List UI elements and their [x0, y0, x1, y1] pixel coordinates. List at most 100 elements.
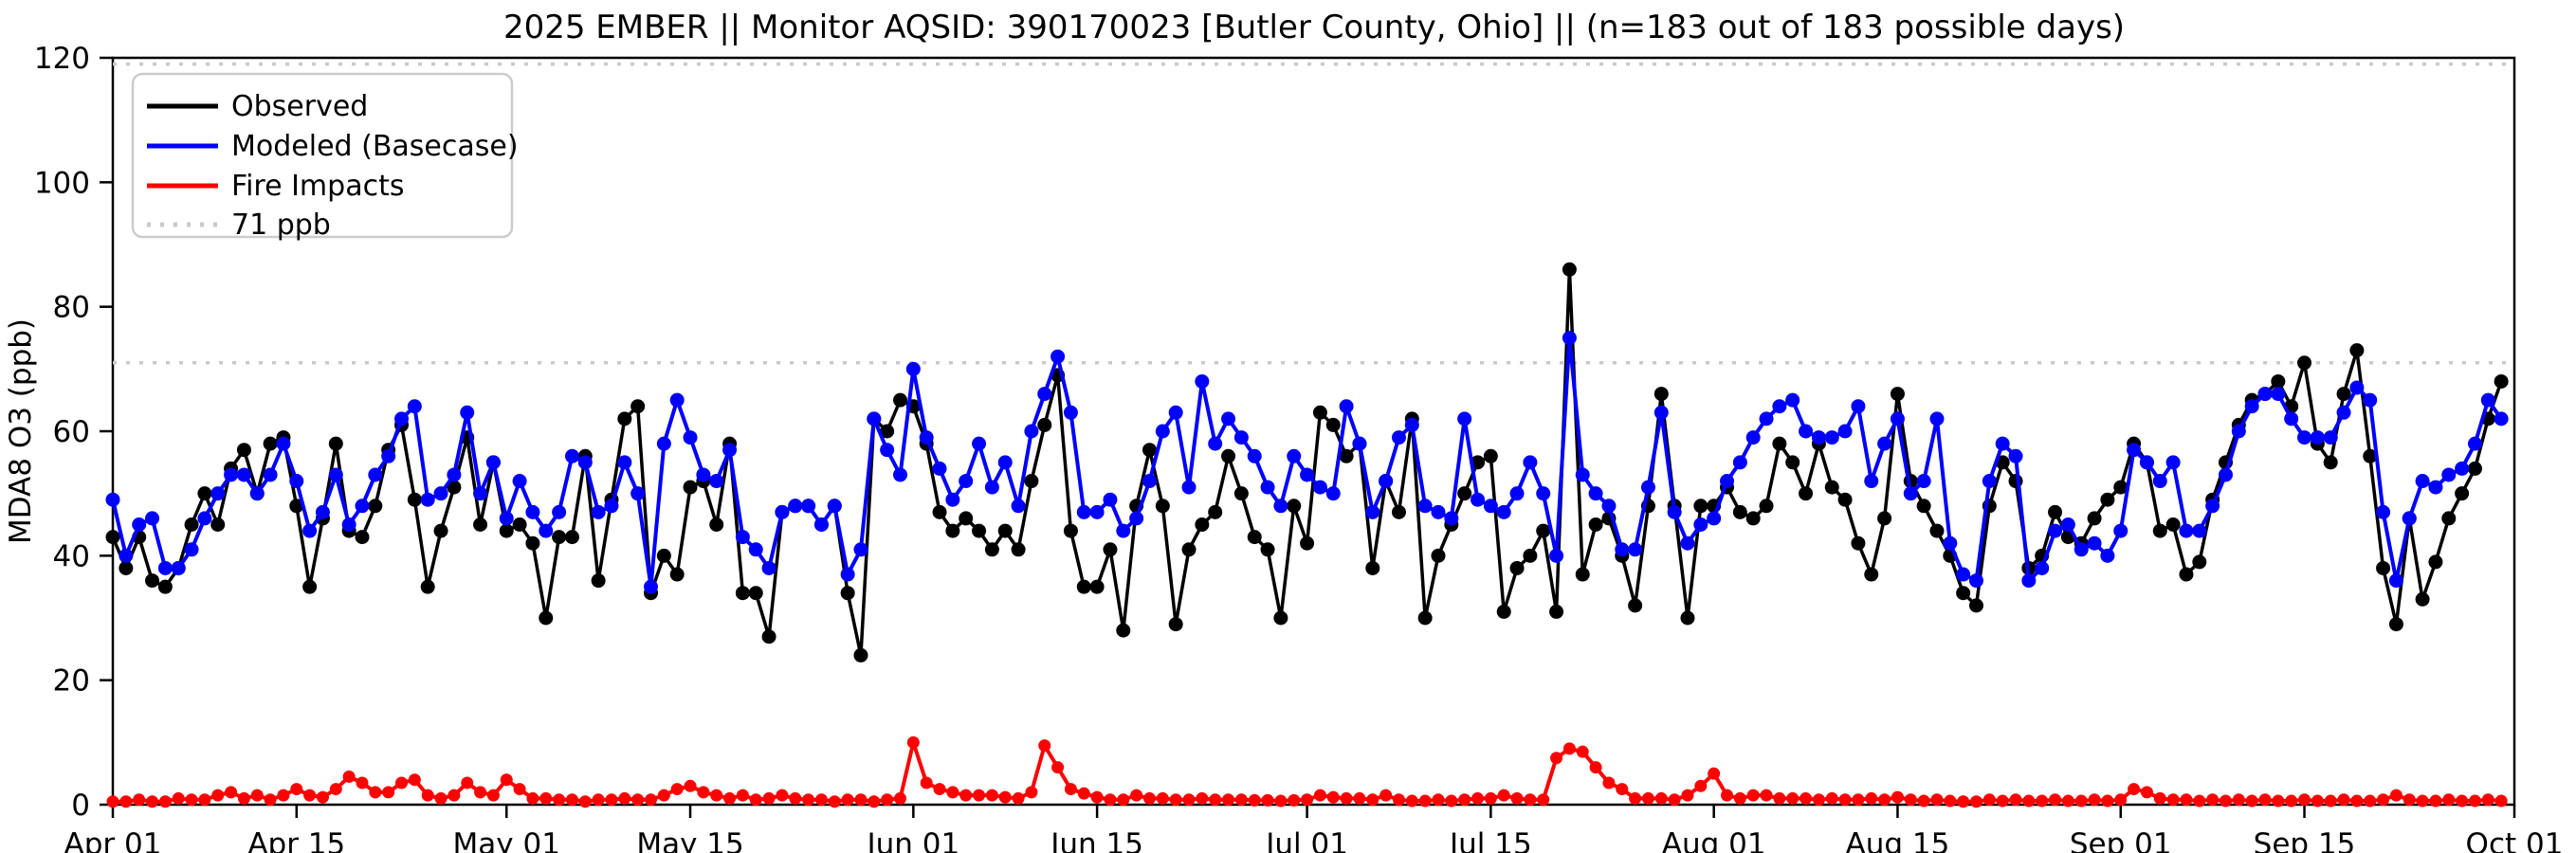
data-point [1353, 791, 1366, 805]
data-point [2363, 392, 2378, 408]
data-point [289, 499, 304, 514]
data-point [1707, 511, 1722, 526]
x-tick-label: Jun 15 [1049, 827, 1143, 853]
series-modeled-basecase- [105, 331, 2509, 594]
data-point [2494, 411, 2509, 426]
data-point [407, 399, 422, 414]
data-point [1746, 789, 1760, 802]
data-point [2008, 448, 2023, 463]
data-point [2494, 794, 2508, 808]
data-point [1089, 504, 1105, 519]
data-point [813, 517, 829, 532]
data-point [2481, 793, 2494, 807]
data-point [630, 486, 646, 501]
data-point [553, 793, 566, 807]
data-point [1681, 789, 1694, 802]
data-point [853, 647, 868, 662]
data-point [2180, 793, 2193, 807]
data-point [1103, 492, 1118, 507]
data-point [2192, 523, 2207, 538]
data-point [2087, 535, 2102, 551]
data-point [1457, 486, 1472, 501]
data-point [2048, 504, 2063, 519]
data-point [2429, 794, 2442, 808]
data-point [1838, 793, 1852, 807]
data-point [1233, 430, 1249, 445]
data-point [250, 789, 264, 802]
data-point [2284, 411, 2299, 426]
data-point [2088, 793, 2101, 807]
data-point [1209, 793, 1222, 807]
data-point [119, 548, 134, 563]
data-point [460, 405, 475, 420]
data-point [2101, 794, 2114, 808]
data-point [1169, 793, 1182, 807]
data-point [1877, 436, 1892, 451]
data-point [1825, 791, 1838, 805]
data-point [735, 530, 750, 545]
data-point [1904, 793, 1917, 807]
data-point [697, 786, 710, 799]
y-tick-label: 80 [53, 291, 90, 325]
data-point [473, 486, 488, 501]
data-point [1325, 417, 1341, 432]
data-point [1852, 793, 1865, 807]
data-point [2349, 343, 2365, 358]
data-point [433, 486, 448, 501]
data-point [210, 517, 226, 532]
data-point [1837, 492, 1853, 507]
data-point [959, 789, 973, 802]
data-point [840, 586, 855, 601]
data-point [1968, 573, 1983, 589]
data-point [2205, 499, 2220, 514]
x-tick-label: Apr 15 [247, 827, 345, 853]
data-point [761, 629, 776, 644]
y-axis-label: MDA8 O3 (ppb) [4, 318, 38, 544]
data-point [1050, 349, 1066, 364]
data-point [2324, 794, 2337, 808]
data-point [2113, 523, 2128, 538]
data-point [2192, 554, 2207, 570]
data-point [853, 542, 868, 557]
data-point [997, 523, 1013, 538]
data-point [1693, 499, 1708, 514]
data-point [408, 773, 421, 787]
data-point [2061, 794, 2074, 808]
data-point [670, 783, 684, 796]
data-point [669, 567, 685, 582]
data-point [2480, 392, 2495, 408]
data-point [656, 548, 671, 563]
data-point [631, 793, 645, 807]
data-point [119, 795, 133, 808]
data-point [1208, 504, 1223, 519]
data-point [1365, 560, 1380, 575]
x-tick-label: Aug 15 [1846, 827, 1950, 853]
data-point [289, 474, 304, 489]
data-point [1956, 567, 1971, 582]
data-point [420, 492, 435, 507]
data-point [1497, 789, 1510, 802]
data-point [1312, 480, 1327, 495]
data-point [1745, 430, 1761, 445]
data-point [395, 776, 409, 789]
data-point [696, 467, 711, 482]
data-point [645, 793, 658, 807]
data-point [1471, 455, 1486, 470]
data-point [868, 795, 881, 808]
data-point [867, 411, 882, 426]
data-point [1221, 411, 1236, 426]
data-point [1391, 430, 1406, 445]
data-point [2455, 486, 2470, 501]
data-point [1365, 504, 1380, 519]
data-point [237, 791, 250, 805]
data-point [1116, 523, 1131, 538]
data-point [1576, 745, 1589, 758]
data-point [1982, 793, 1996, 807]
data-point [2021, 573, 2037, 589]
data-point [2113, 480, 2128, 495]
data-point [382, 786, 395, 799]
data-point [407, 492, 422, 507]
data-point [565, 793, 578, 807]
data-point [1287, 448, 1302, 463]
data-point [1588, 517, 1603, 532]
